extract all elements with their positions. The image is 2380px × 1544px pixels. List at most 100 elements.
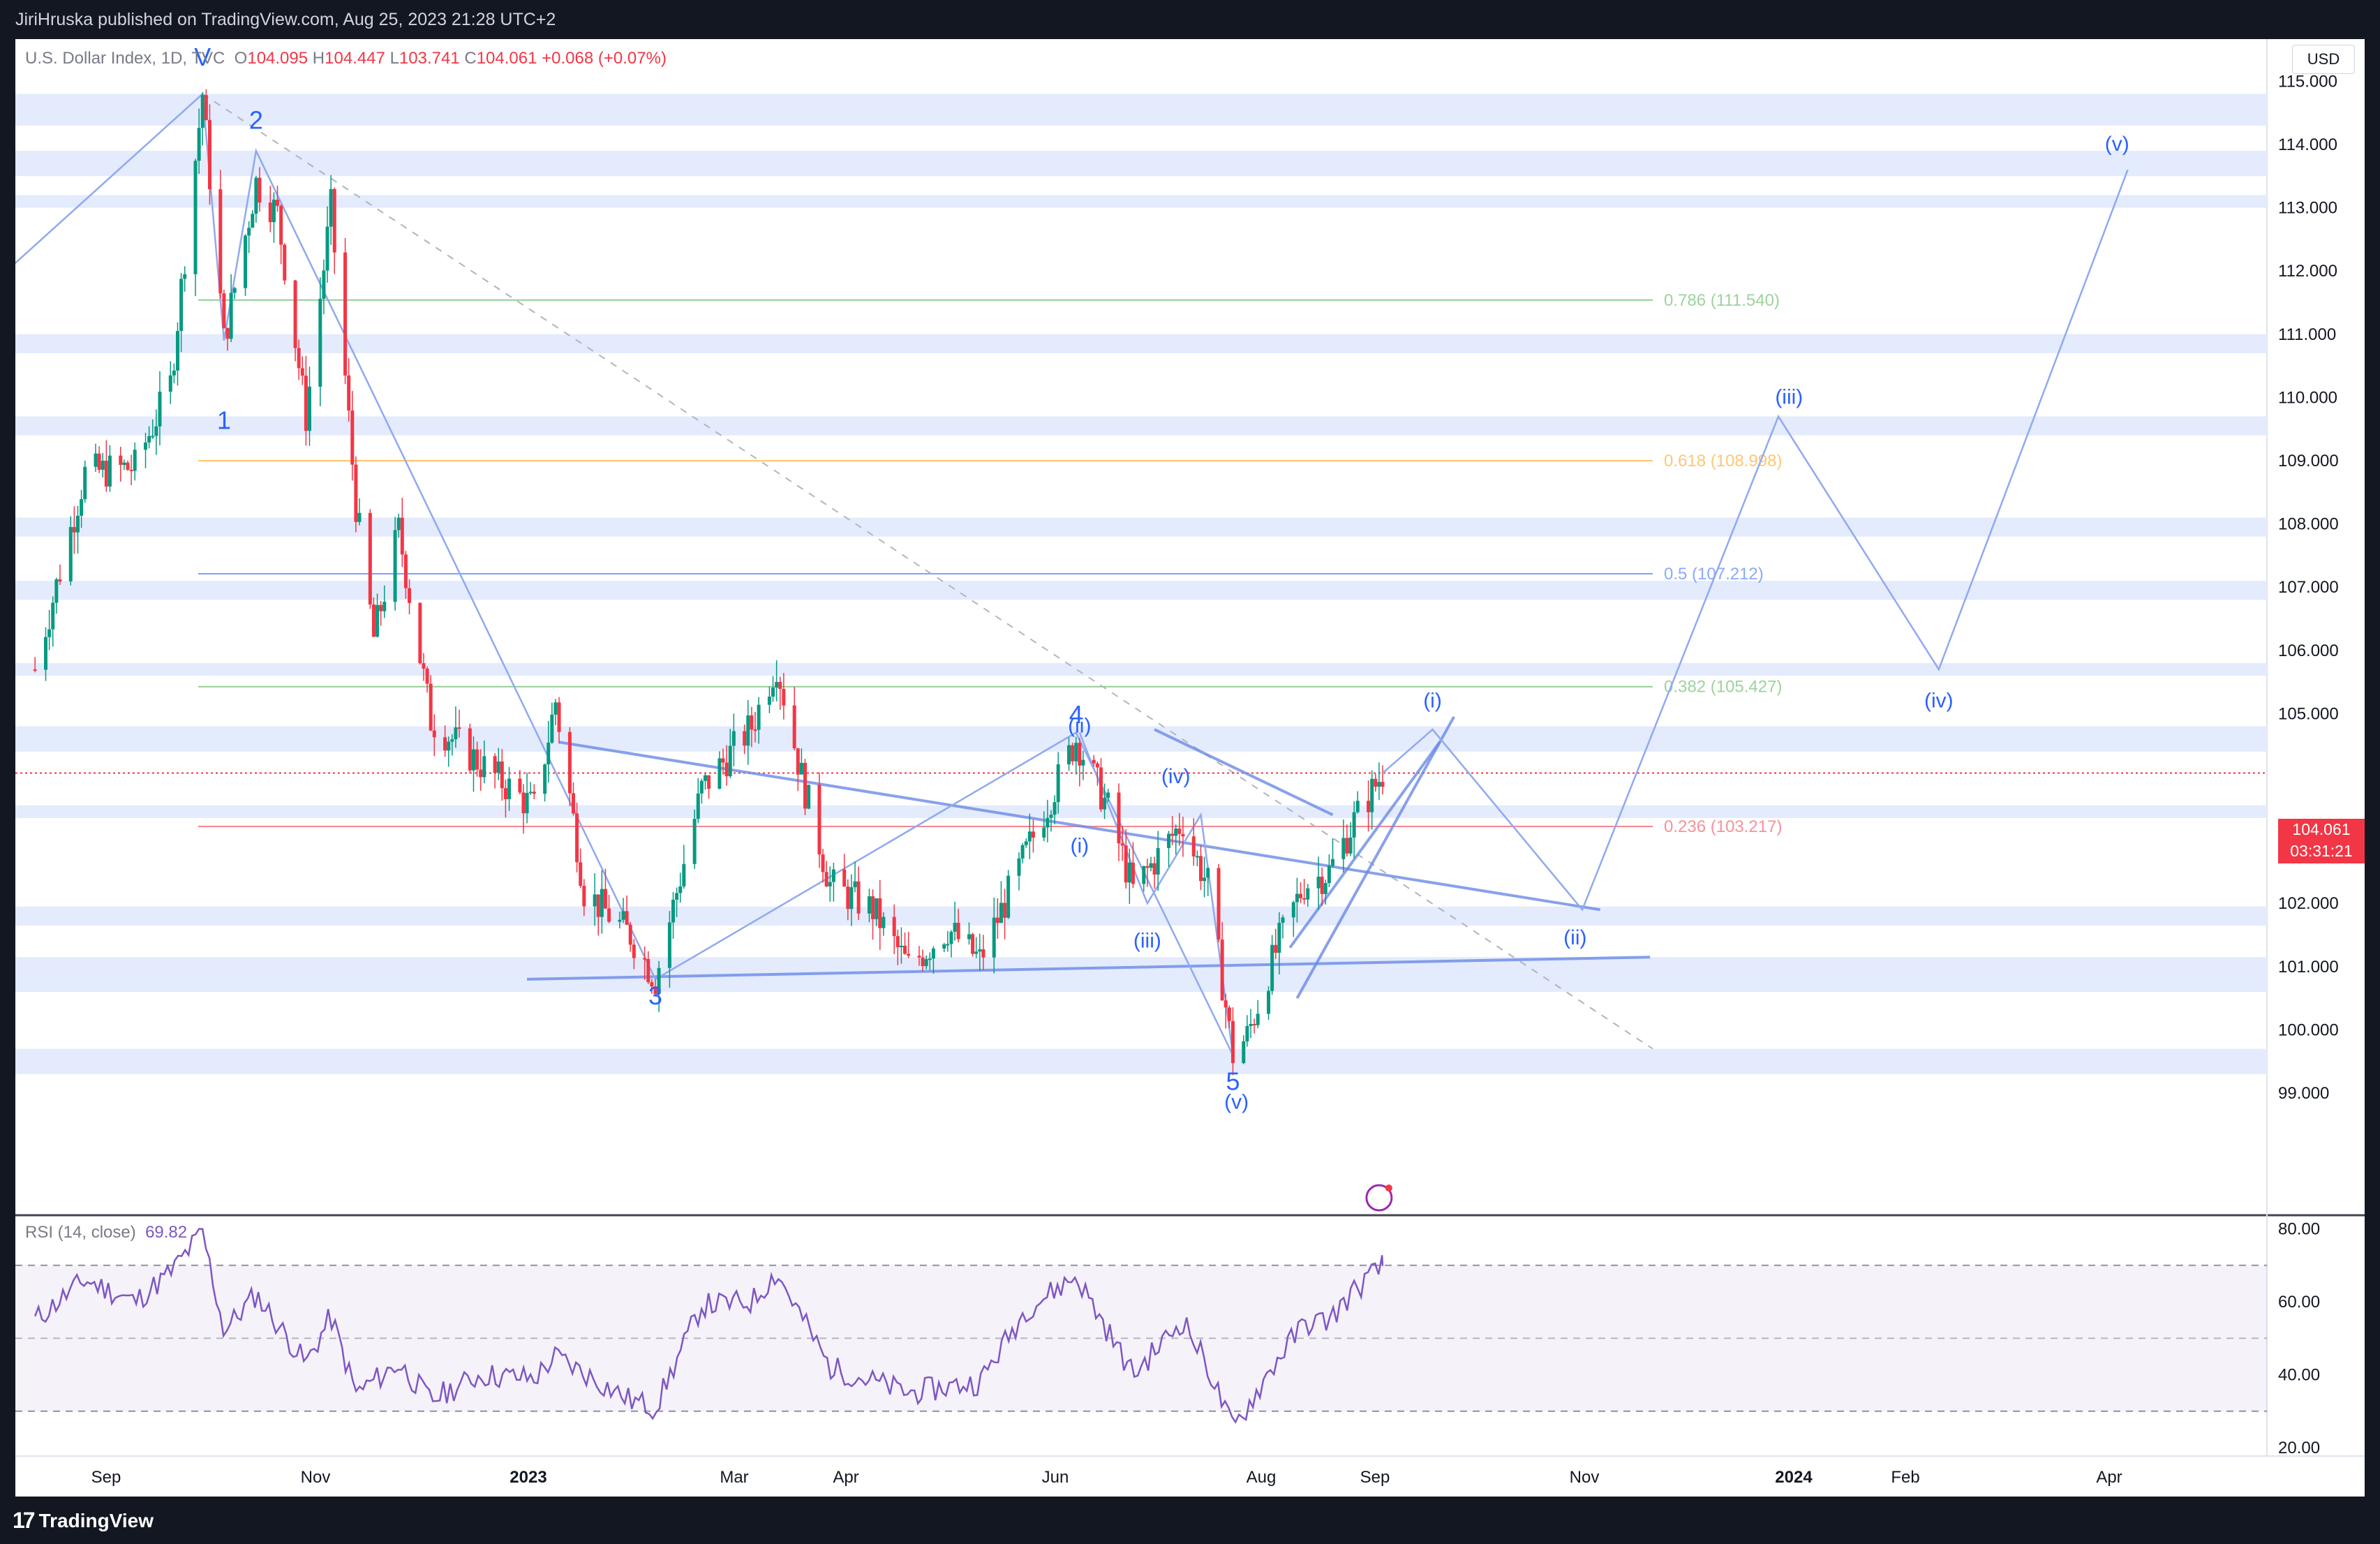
candle-body [750,715,754,730]
candle-body [371,604,375,637]
candle-body [731,731,736,746]
price-tick-label: 111.000 [2278,325,2336,344]
candle-body [543,764,547,794]
wave-label: 2 [249,105,263,134]
price-tick-label: 113.000 [2278,199,2337,218]
candle-body [828,882,832,886]
wave-label: (ii) [1563,926,1586,949]
time-tick-label: 2023 [510,1468,546,1487]
candle-body [183,274,187,279]
candle-body [753,729,757,732]
candle-body [1056,764,1060,803]
candle-body [1099,767,1103,810]
time-tick-label: Sep [91,1468,121,1487]
wave-label: 3 [648,981,662,1010]
candle-body [147,436,151,443]
currency-button[interactable]: USD [2292,45,2355,74]
candle-body [251,214,255,228]
candle-body [1156,847,1160,875]
close-value: 104.061 [476,49,537,68]
candle-body [653,986,657,994]
time-tick-label: Apr [2096,1468,2122,1487]
candle-body [1195,856,1199,858]
candle-body [1291,902,1295,918]
candle-body [907,953,911,956]
wave-label: V [194,43,211,71]
candle-body [325,226,329,271]
candle-body [107,455,112,487]
candle-body [978,949,982,952]
candle-body [247,228,251,236]
candle-body [699,780,704,794]
trend-line [527,956,1651,981]
candle-body [528,792,533,794]
candle-body [1299,893,1303,898]
candle-body [1245,1025,1249,1041]
chart-svg[interactable]: 0.786 (111.540)0.618 (108.998)0.5 (107.2… [15,39,2365,1497]
candle-body [1277,923,1281,953]
sub-wave-path [1078,732,1234,1055]
candle-body [350,410,355,465]
candle-body [500,761,504,789]
candle-body [924,959,928,967]
tradingview-logo[interactable]: 17 TradingView [13,1508,154,1534]
candle-body [1377,782,1381,787]
chart-area[interactable]: 0.786 (111.540) 0.618 (108.998) 0.5 (107.2… [15,39,2365,1497]
candle-body [657,967,661,994]
rsi-tick-label: 40.00 [2278,1366,2320,1385]
candle-body [692,819,697,864]
candle-body [332,188,336,253]
candle-body [75,515,80,533]
publisher-text: JiriHruska published on TradingView.com,… [15,10,556,29]
candle-body [903,945,907,954]
candle-body [1224,1000,1228,1008]
candle-body [967,934,971,940]
open-value: 104.095 [247,49,308,68]
candle-body [771,688,775,697]
wave-label: (i) [1423,689,1442,712]
wave-label: (iv) [1161,765,1191,788]
candle-body [1145,866,1150,868]
candle-body [1046,817,1050,828]
candle-body [621,911,625,920]
candle-body [796,748,800,775]
candle-body [276,200,280,206]
candle-body [803,762,808,809]
candle-body [425,668,429,684]
candle-body [1053,802,1057,815]
price-tick-label: 101.000 [2278,958,2339,977]
candle-body [600,889,604,917]
candle-body [475,749,479,770]
candle-body [878,898,882,928]
candle-body [496,761,500,773]
rsi-label: RSI (14, close) [25,1223,136,1242]
candle-body [176,331,180,371]
candle-body [1330,859,1334,866]
time-tick-label: Apr [833,1468,858,1487]
price-tick-label: 115.000 [2278,72,2337,91]
candle-body [782,688,786,706]
time-tick-label: Nov [1570,1468,1600,1487]
candle-body [158,392,162,426]
candle-body [1127,862,1131,883]
price-tick-label: 108.000 [2278,515,2339,534]
candle-body [229,292,233,339]
candle-body [268,202,272,223]
candle-body [931,948,935,959]
candle-body [94,453,98,467]
candle-body [1071,745,1075,762]
candle-body [432,730,436,738]
candle-body [447,741,451,751]
candle-body [1003,903,1007,918]
fib-level-label: 0.786 (111.540) [1664,291,1780,310]
wave-label: 1 [217,406,231,435]
price-tick-label: 100.000 [2278,1020,2339,1039]
candle-body [1252,1023,1256,1025]
candle-body [1198,856,1203,882]
candle-body [942,944,946,949]
wave-label: (v) [1224,1091,1249,1114]
trend-line [1288,741,1441,949]
wave-label: (ii) [1068,715,1091,738]
last-price-tag: 104.061 03:31:21 [2278,819,2365,863]
last-price-value: 104.061 [2292,820,2351,838]
